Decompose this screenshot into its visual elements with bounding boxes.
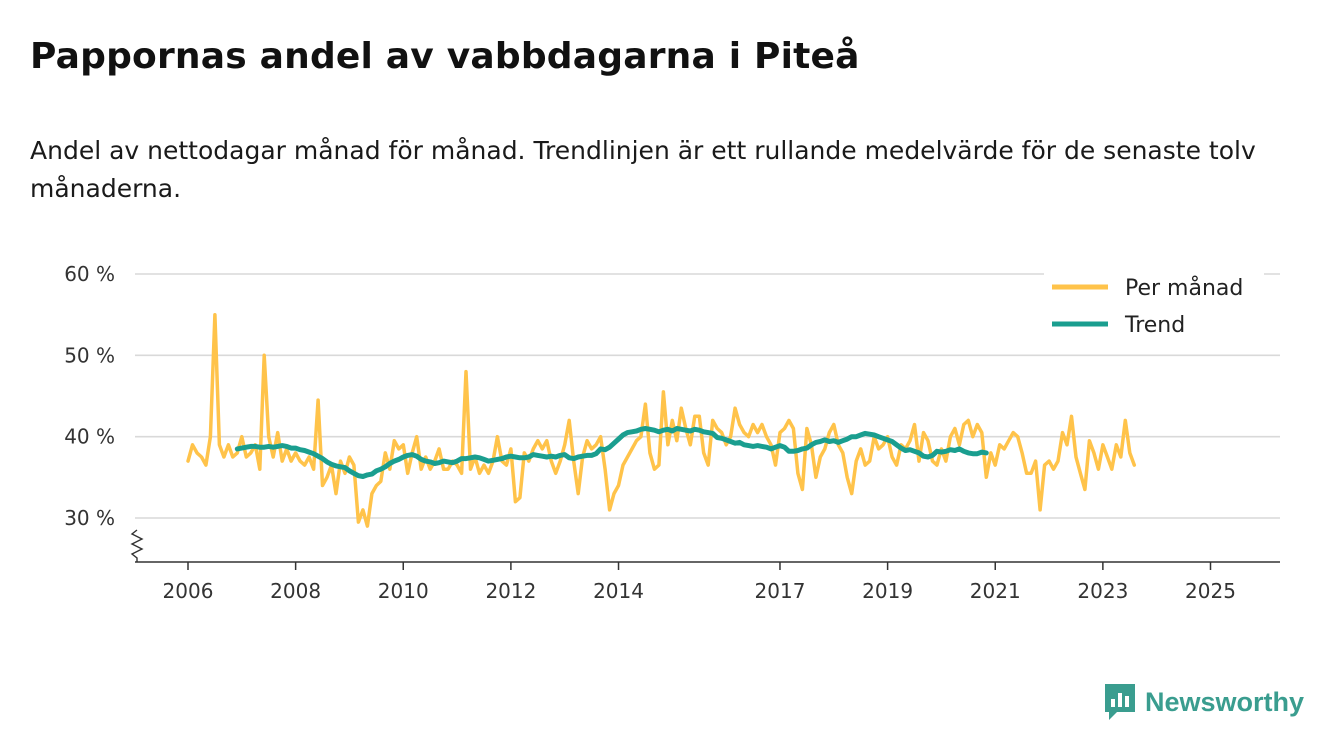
legend[interactable]: Per månad Trend (1044, 268, 1264, 348)
newsworthy-logo[interactable]: Newsworthy (1103, 682, 1304, 722)
legend-label-trend[interactable]: Trend (1124, 313, 1185, 338)
y-axis-ticks: 30 % 40 % 50 % 60 % (64, 262, 115, 530)
x-tick-label-2021: 2021 (970, 579, 1021, 603)
legend-background (1044, 268, 1264, 348)
x-tick-label-2014: 2014 (593, 579, 644, 603)
chart-title: Pappornas andel av vabbdagarna i Piteå (30, 36, 860, 77)
series-line-per-manad (186, 312, 1137, 528)
x-tick-label-2019: 2019 (862, 579, 913, 603)
chart-subtitle: Andel av nettodagar månad för månad. Tre… (30, 136, 1256, 203)
series-line-trend (234, 426, 989, 479)
newsworthy-logo-text: Newsworthy (1145, 686, 1305, 717)
legend-label-monthly[interactable]: Per månad (1125, 275, 1243, 301)
axis-break-icon (130, 529, 144, 562)
x-tick-label-2023: 2023 (1077, 579, 1128, 603)
series-lines (186, 312, 1137, 528)
x-tick-label-2025: 2025 (1185, 579, 1236, 603)
x-tick-label-2017: 2017 (755, 579, 806, 603)
x-tick-label-2006: 2006 (163, 579, 214, 603)
x-tick-label-2010: 2010 (378, 579, 429, 603)
x-axis: 2006 2008 2010 2012 2014 2017 2019 2021 2023 2025 (130, 529, 1280, 603)
x-tick-label-2008: 2008 (270, 579, 321, 603)
y-tick-label-50: 50 % (64, 343, 115, 367)
newsworthy-logo-icon (1105, 684, 1135, 720)
x-tick-label-2012: 2012 (485, 579, 536, 603)
y-tick-label-40: 40 % (64, 425, 115, 449)
y-tick-label-60: 60 % (64, 262, 115, 286)
y-tick-label-30: 30 % (64, 506, 115, 530)
